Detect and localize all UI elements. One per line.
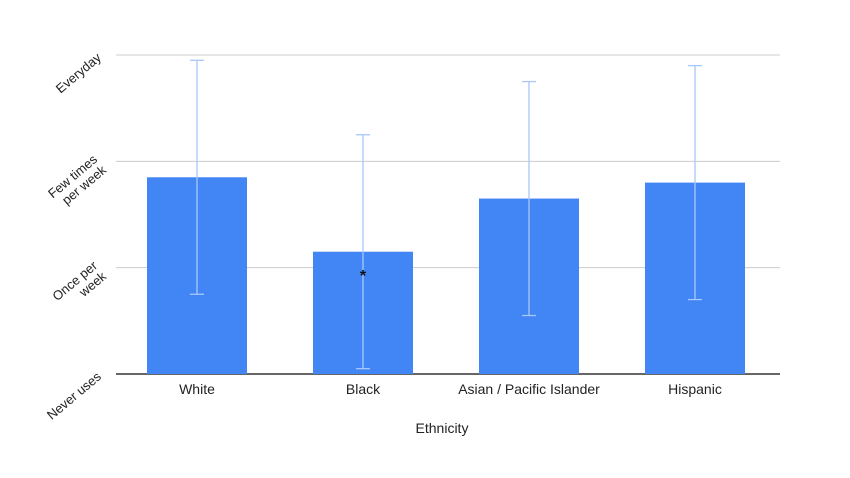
y-tick-label: Once perweek [49,257,109,314]
error-bar [356,134,370,370]
x-tick-label: White [179,381,215,397]
x-tick-labels: White Black Asian / Pacific Islander Hispan… [179,381,722,397]
error-bars [190,59,702,370]
x-axis-title: Ethnicity [416,420,469,436]
error-bar [522,80,536,317]
x-tick-label: Hispanic [668,381,722,397]
y-tick-label: Never uses [44,368,104,422]
bars [147,177,745,374]
y-tick-labels: Never uses Once perweek Few timesper week E… [44,49,110,422]
error-bar [688,64,702,301]
y-tick-label: Everyday [53,49,105,96]
significance-marker: * [360,268,367,285]
x-tick-label: Asian / Pacific Islander [458,381,600,397]
x-tick-label: Black [346,381,381,397]
annotations: * [360,268,367,285]
error-bar [190,59,204,295]
y-tick-label: Few timesper week [45,151,109,212]
